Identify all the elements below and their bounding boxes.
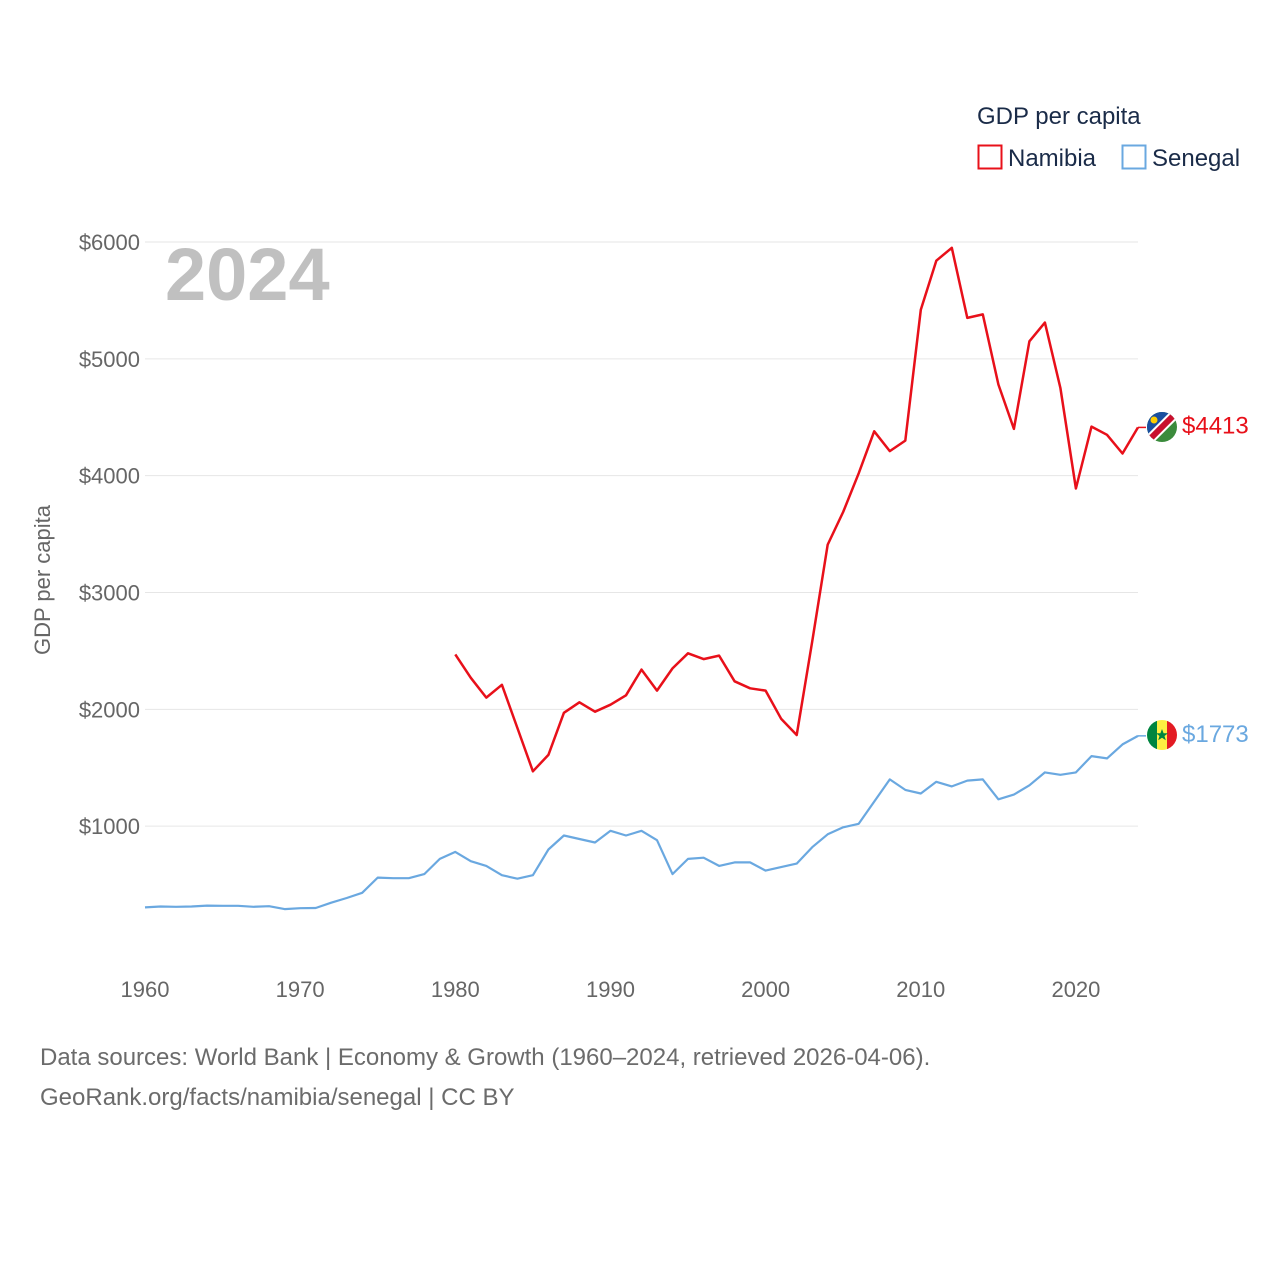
x-tick-label: 2020 [1051, 977, 1100, 1002]
senegal-flag-icon [1147, 720, 1177, 750]
legend-label-senegal[interactable]: Senegal [1152, 145, 1240, 172]
current-year-label: 2024 [165, 233, 330, 316]
legend-label-namibia[interactable]: Namibia [1008, 145, 1097, 172]
series-line-namibia[interactable] [454, 246, 1140, 773]
y-tick-label: $5000 [79, 347, 140, 372]
x-tick-label: 1990 [586, 977, 635, 1002]
namibia-flag-icon [1147, 412, 1177, 442]
legend-swatch-senegal[interactable] [1121, 144, 1147, 170]
series-end-labels: $4413 $1773 [1138, 412, 1249, 748]
x-tick-label: 2010 [896, 977, 945, 1002]
x-tick-label: 1970 [276, 977, 325, 1002]
legend-swatch-namibia[interactable] [977, 144, 1003, 170]
grid-lines [145, 241, 1138, 827]
x-axis-ticks: 1960 1970 1980 1990 2000 2010 2020 [121, 977, 1101, 1002]
y-axis-ticks: $1000 $2000 $3000 $4000 $5000 $6000 [79, 230, 140, 839]
legend: GDP per capita Namibia Senegal [977, 103, 1240, 172]
y-tick-label: $6000 [79, 230, 140, 255]
legend-title: GDP per capita [977, 103, 1141, 130]
y-axis-label: GDP per capita [30, 504, 55, 655]
end-value-label-namibia: $4413 [1182, 412, 1249, 439]
series-lines [144, 246, 1140, 911]
x-tick-label: 1980 [431, 977, 480, 1002]
footer-sources: Data sources: World Bank | Economy & Gro… [40, 1044, 931, 1071]
y-tick-label: $1000 [79, 814, 140, 839]
x-tick-label: 1960 [121, 977, 170, 1002]
y-tick-label: $3000 [79, 581, 140, 606]
y-tick-label: $4000 [79, 464, 140, 489]
end-value-label-senegal: $1773 [1182, 721, 1249, 748]
footer-attribution[interactable]: GeoRank.org/facts/namibia/senegal | CC B… [40, 1084, 515, 1111]
x-tick-label: 2000 [741, 977, 790, 1002]
series-line-senegal[interactable] [144, 734, 1139, 911]
y-tick-label: $2000 [79, 697, 140, 722]
